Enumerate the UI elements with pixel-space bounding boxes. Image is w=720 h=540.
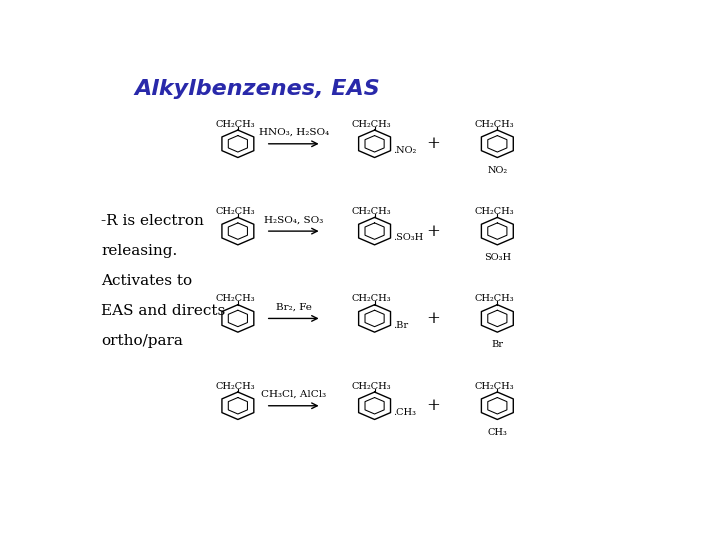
Text: releasing.: releasing. — [101, 245, 177, 259]
Text: Br: Br — [491, 341, 503, 349]
Text: EAS and directs: EAS and directs — [101, 305, 225, 318]
Text: CH₂CH₃: CH₂CH₃ — [474, 294, 514, 303]
Text: H₂SO₄, SO₃: H₂SO₄, SO₃ — [264, 215, 323, 225]
Text: CH₃: CH₃ — [487, 428, 508, 437]
Text: -R is electron: -R is electron — [101, 214, 204, 228]
Text: ortho/para: ortho/para — [101, 334, 183, 348]
Text: CH₃Cl, AlCl₃: CH₃Cl, AlCl₃ — [261, 390, 326, 399]
Text: .CH₃: .CH₃ — [392, 408, 415, 417]
Text: CH₂CH₃: CH₂CH₃ — [215, 120, 255, 129]
Text: CH₂CH₃: CH₂CH₃ — [474, 120, 514, 129]
Text: CH₂CH₃: CH₂CH₃ — [352, 294, 392, 303]
Text: Activates to: Activates to — [101, 274, 192, 288]
Text: Alkylbenzenes, EAS: Alkylbenzenes, EAS — [135, 79, 380, 99]
Text: CH₂CH₃: CH₂CH₃ — [352, 120, 392, 129]
Text: +: + — [426, 136, 440, 152]
Text: CH₂CH₃: CH₂CH₃ — [352, 382, 392, 391]
Text: CH₂CH₃: CH₂CH₃ — [474, 382, 514, 391]
Text: HNO₃, H₂SO₄: HNO₃, H₂SO₄ — [258, 128, 329, 137]
Text: .NO₂: .NO₂ — [392, 146, 416, 155]
Text: CH₂CH₃: CH₂CH₃ — [215, 382, 255, 391]
Text: SO₃H: SO₃H — [484, 253, 511, 262]
Text: +: + — [426, 397, 440, 414]
Text: CH₂CH₃: CH₂CH₃ — [215, 207, 255, 216]
Text: +: + — [426, 310, 440, 327]
Text: CH₂CH₃: CH₂CH₃ — [352, 207, 392, 216]
Text: NO₂: NO₂ — [487, 166, 508, 175]
Text: +: + — [426, 222, 440, 240]
Text: .SO₃H: .SO₃H — [392, 233, 423, 242]
Text: .Br: .Br — [392, 321, 408, 330]
Text: CH₂CH₃: CH₂CH₃ — [474, 207, 514, 216]
Text: Br₂, Fe: Br₂, Fe — [276, 303, 312, 312]
Text: CH₂CH₃: CH₂CH₃ — [215, 294, 255, 303]
